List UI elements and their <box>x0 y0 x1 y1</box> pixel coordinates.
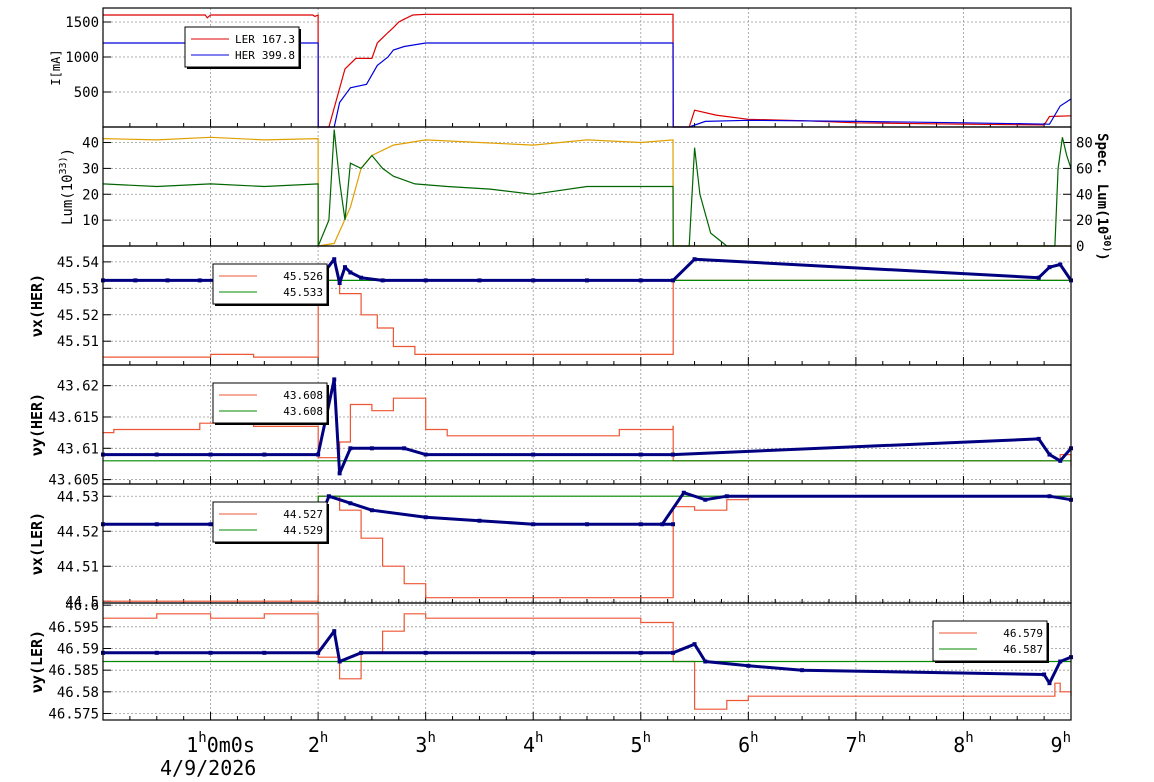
y-axis-label: νy(HER) <box>28 393 46 456</box>
date-label: 4/9/2026 <box>160 756 257 780</box>
dot-trace <box>103 629 1072 685</box>
y2-tick-label: 60 <box>1076 161 1093 177</box>
y-tick-label: 43.605 <box>48 473 99 489</box>
legend-value: 46.587 <box>1003 643 1043 656</box>
y-tick-label: 43.62 <box>57 379 99 395</box>
y-tick-label: 46.585 <box>48 663 99 679</box>
legend-value: 167.3 <box>262 33 295 46</box>
series-line <box>103 42 1072 128</box>
y-tick-label: 45.53 <box>57 281 99 297</box>
y-tick-label: 46.58 <box>57 685 99 701</box>
panel-2: 10 20 30 40 0 20 40 60 80 Lum(1033)) Spec. Lum(103… <box>58 126 1112 261</box>
y-axis-label: νy(LER) <box>28 630 46 693</box>
series-line <box>103 613 1072 710</box>
y-axis-label: Lum(1033)) <box>58 148 76 225</box>
x-tick-label: 5h <box>631 730 651 757</box>
y2-axis-label: Spec. Lum(1030)) <box>1094 133 1112 261</box>
y-tick-label: 46.595 <box>48 620 99 636</box>
legend-box <box>212 263 328 305</box>
series-line <box>103 279 1071 358</box>
x-tick-label: 4h <box>523 730 543 757</box>
y-tick-label: 46.59 <box>57 642 99 658</box>
legend-name: HER <box>235 49 255 62</box>
panel-1: 500 1000 1500 I[mA] LER 167.3 HER 399.8 <box>49 7 1072 128</box>
panel-6: 46.575 46.58 46.585 46.59 46.595 46.6 νy(LER) 4… <box>28 598 1073 723</box>
x-tick-label: 9h <box>1051 730 1071 757</box>
y2-tick-label: 40 <box>1076 187 1093 203</box>
y-tick-label: 46.575 <box>48 707 99 723</box>
y2-tick-label: 20 <box>1076 213 1093 229</box>
y-tick-label: 45.51 <box>57 334 99 350</box>
legend-value: 43.608 <box>283 389 323 402</box>
x-tick-label: 8h <box>953 730 973 757</box>
y-tick-label: 45.52 <box>57 308 99 324</box>
legend-value: 44.529 <box>283 524 323 537</box>
y-tick-label: 1000 <box>65 50 99 66</box>
legend-value: 399.8 <box>262 49 295 62</box>
legend: 45.526 45.533 <box>212 263 329 306</box>
y-tick-label: 44.5 <box>65 594 99 610</box>
y-axis-label: νx(HER) <box>28 274 46 337</box>
y-tick-label: 44.52 <box>57 524 99 540</box>
y-tick-label: 46.6 <box>65 598 99 614</box>
y-tick-label: 10 <box>82 213 99 229</box>
dot-trace <box>103 377 1073 475</box>
y-tick-label: 20 <box>82 187 99 203</box>
legend-value: 45.533 <box>283 286 323 299</box>
legend-box <box>184 26 300 68</box>
series-line <box>102 129 1072 247</box>
y-tick-label: 44.53 <box>57 489 99 505</box>
y-axis-label: νx(LER) <box>28 512 46 575</box>
legend: LER 167.3 HER 399.8 <box>184 26 301 69</box>
legend: 44.527 44.529 <box>212 501 329 544</box>
y-tick-label: 45.54 <box>57 255 99 271</box>
y-tick-label: 43.61 <box>57 441 99 457</box>
x-tick-label: 7h <box>846 730 866 757</box>
panel-3: 45.51 45.52 45.53 45.54 νx(HER) 45.526 45.533 <box>28 245 1073 366</box>
y-tick-label: 40 <box>82 136 99 152</box>
legend-value: 45.526 <box>283 270 323 283</box>
panel-frame <box>102 602 1072 721</box>
legend: 43.608 43.608 <box>212 382 329 425</box>
series-line <box>102 136 1071 247</box>
x-tick-label: 2h <box>308 730 328 757</box>
y-tick-label: 44.51 <box>57 559 99 575</box>
legend-box <box>212 382 328 424</box>
x-tick-label: 6h <box>738 730 758 757</box>
legend-value: 43.608 <box>283 405 323 418</box>
x-tick-label: 3h <box>415 730 435 757</box>
y-tick-label: 30 <box>82 161 99 177</box>
y-tick-label: 1500 <box>65 15 99 31</box>
y-tick-label: 500 <box>74 85 99 101</box>
y-axis-label: I[mA] <box>49 49 63 85</box>
y2-tick-label: 0 <box>1076 239 1084 255</box>
y2-tick-label: 80 <box>1076 136 1093 152</box>
legend-box <box>212 501 328 543</box>
legend: 46.579 46.587 <box>932 620 1049 663</box>
legend-box <box>932 620 1048 662</box>
legend-name: LER <box>235 33 255 46</box>
legend-value: 44.527 <box>283 508 323 521</box>
x-tick-label: 1h0m0s <box>186 730 255 757</box>
panel-5: 44.5 44.51 44.52 44.53 νx(LER) 44.527 44.529 <box>28 483 1073 610</box>
y-tick-label: 43.615 <box>48 410 99 426</box>
legend-value: 46.579 <box>1003 627 1043 640</box>
